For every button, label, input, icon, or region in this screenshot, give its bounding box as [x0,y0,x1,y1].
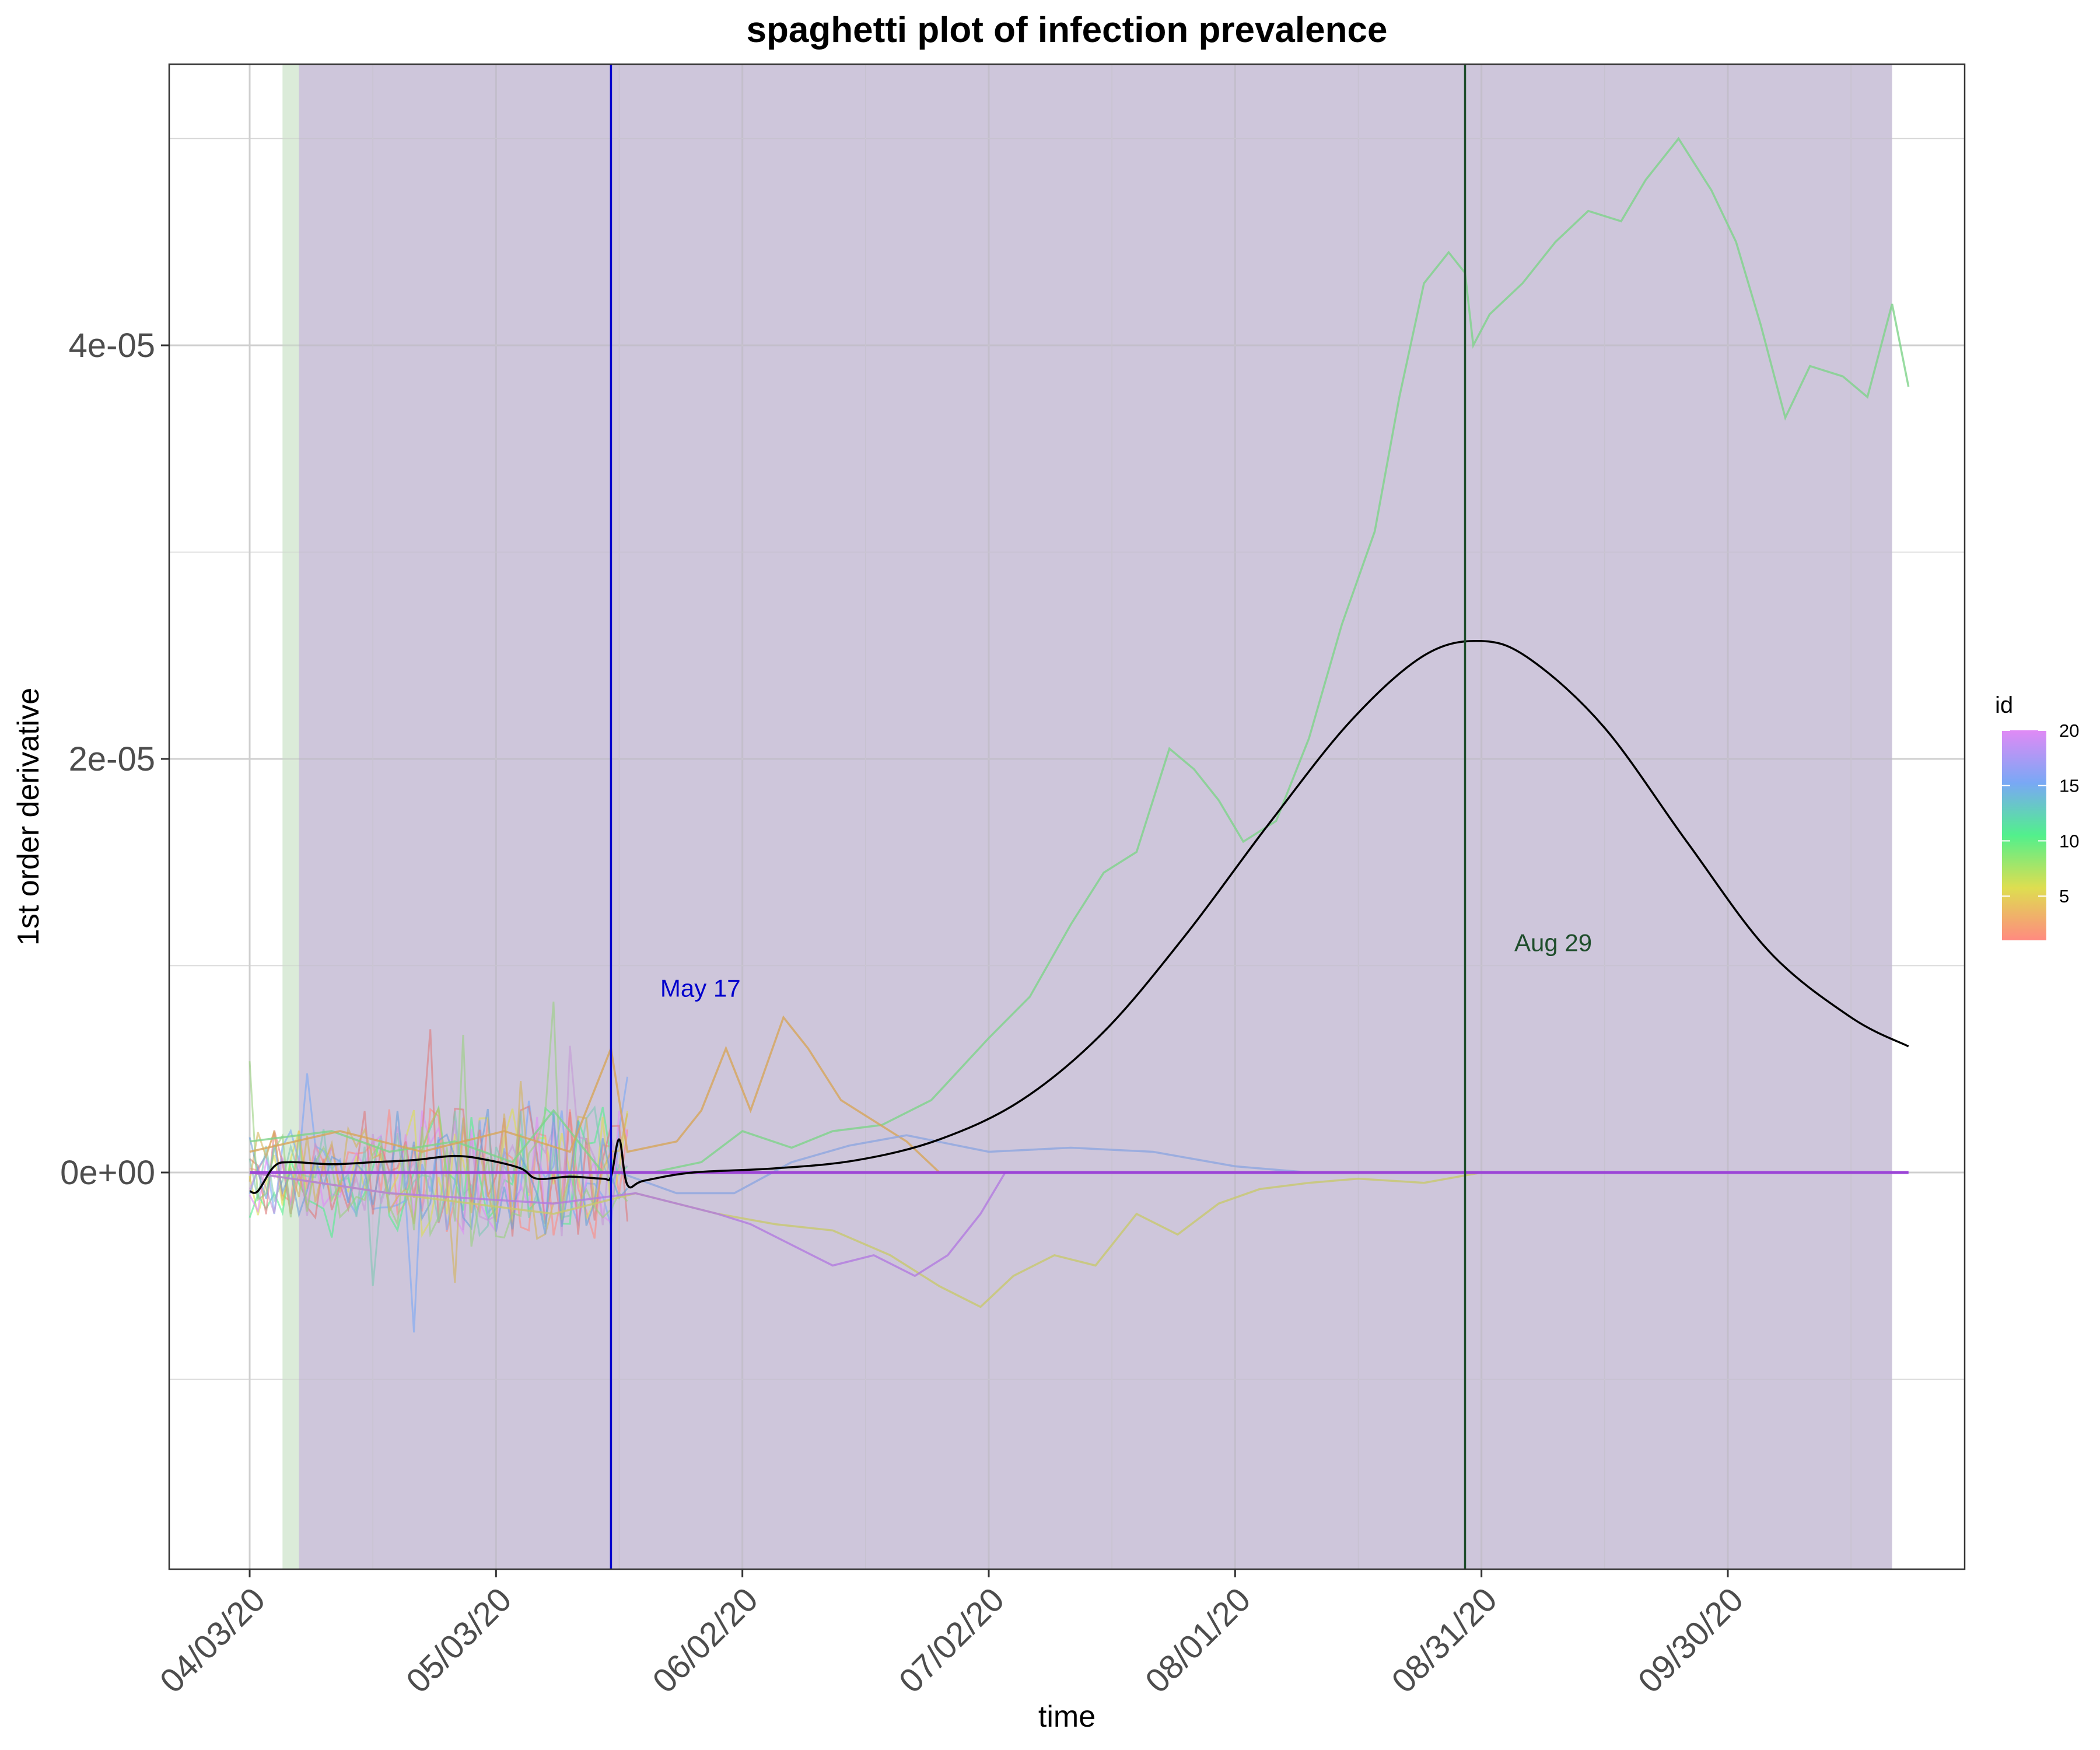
x-tick-label: 04/03/20 [153,1580,273,1700]
x-tick-label: 05/03/20 [399,1580,519,1700]
y-tick-label: 2e-05 [69,740,155,778]
x-tick-label: 07/02/20 [892,1580,1012,1700]
event-label: Aug 29 [1514,929,1592,957]
grid-overlay [169,64,1965,1569]
noise-series-line [249,1001,628,1247]
series-line-blue [250,1134,1909,1195]
event-label: May 17 [660,975,741,1002]
legend-title: id [1995,692,2013,718]
series-line-purple [249,1171,1909,1278]
legend-tick-label: 15 [2059,776,2079,796]
panel-border [168,63,1966,1570]
chart-title: spaghetti plot of infection prevalence [747,10,1388,50]
legend: id 5 10 15 20 [1995,692,2079,940]
legend-colorbar [2002,730,2046,940]
y-tick-label: 0e+00 [60,1154,155,1192]
shaded-region [299,64,1892,1569]
legend-tick-label: 20 [2059,720,2079,741]
legend-tick-label: 5 [2059,886,2069,907]
legend-tick-label: 10 [2059,831,2079,851]
series-line-green [249,136,1910,1174]
x-tick-label: 09/30/20 [1631,1580,1751,1700]
x-tick-label: 08/01/20 [1138,1580,1258,1700]
shaded-regions [282,64,1892,1569]
x-axis-label: time [1038,1700,1096,1734]
shaded-region [282,64,299,1569]
series-line-orange [249,1015,989,1174]
x-tick-label: 06/02/20 [645,1580,765,1700]
noise-series-line [249,1073,629,1333]
event-lines: May 17 Aug 29 [610,64,1592,1569]
mean-curve-line [249,639,1909,1194]
y-tick-label: 4e-05 [69,327,155,365]
x-tick-label: 08/31/20 [1384,1580,1504,1700]
series-lines [249,136,1910,1333]
y-axis-label: 1st order derivative [12,688,46,946]
